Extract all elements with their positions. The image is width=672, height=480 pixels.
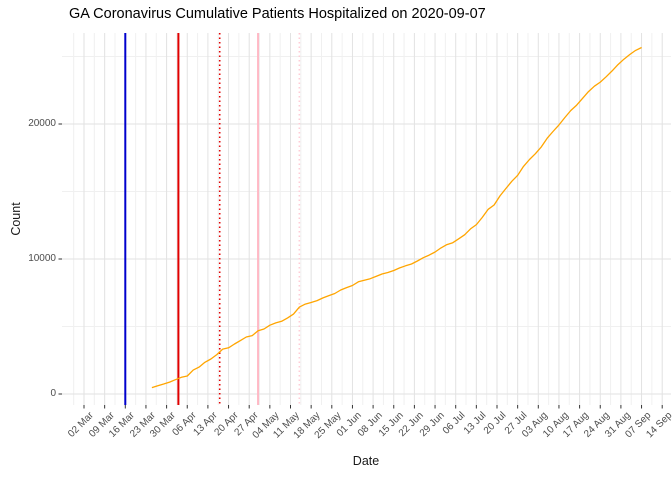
covid-curve (151, 46, 642, 389)
y-tick-label: 10000 (28, 253, 56, 264)
y-tick-label: 20000 (28, 118, 56, 129)
x-axis-title: Date (352, 454, 380, 468)
y-axis-title: Count (9, 202, 23, 236)
plot-title: GA Coronavirus Cumulative Patients Hospi… (69, 6, 486, 22)
y-tick-label: 0 (50, 388, 56, 399)
